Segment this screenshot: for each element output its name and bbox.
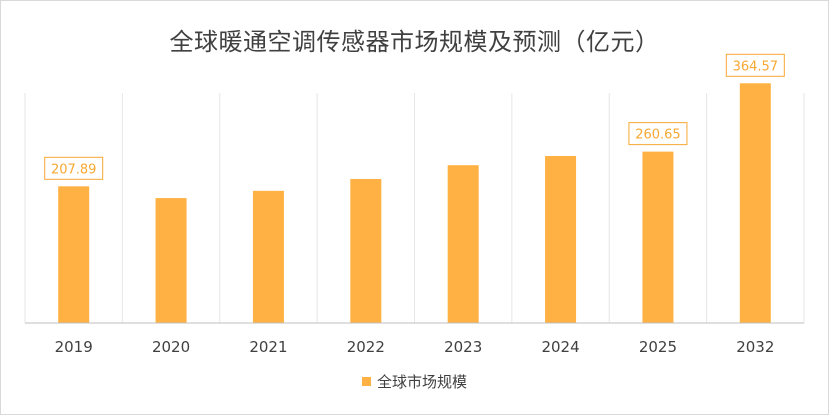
x-tick-label: 2032 [736, 338, 774, 356]
data-label: 207.89 [51, 162, 97, 177]
x-tick-label: 2020 [152, 338, 190, 356]
bar-2023 [447, 165, 479, 323]
bar-2021 [252, 190, 284, 323]
data-label-box [628, 122, 688, 146]
grid-lines [24, 93, 805, 323]
data-labels: 207.89 260.65 364.57 [44, 53, 785, 180]
data-label-box [44, 156, 104, 180]
x-tick-label: 2023 [444, 338, 482, 356]
bar-2032 [739, 83, 771, 323]
x-tick-label: 2025 [639, 338, 677, 356]
bar-2024 [545, 155, 577, 323]
legend: 全球市场规模 [0, 371, 829, 392]
data-label: 260.65 [635, 128, 681, 143]
x-tick-label: 2021 [249, 338, 287, 356]
legend-swatch [361, 377, 371, 386]
data-label-box [725, 53, 785, 77]
bar-2022 [350, 179, 382, 323]
x-tick-labels: 2019 2020 2021 2022 2023 2024 2025 2032 [55, 338, 775, 356]
x-tick-label: 2024 [541, 338, 579, 356]
bar-2020 [155, 198, 187, 323]
chart-title: 全球暖通空调传感器市场规模及预测（亿元） [169, 28, 660, 56]
bar-2025 [642, 151, 674, 323]
data-label: 364.57 [733, 59, 779, 74]
legend-label: 全球市场规模 [376, 373, 467, 391]
x-tick-label: 2019 [55, 338, 93, 356]
x-tick-label: 2022 [347, 338, 385, 356]
bar-2019 [58, 186, 90, 323]
bars [58, 83, 771, 323]
